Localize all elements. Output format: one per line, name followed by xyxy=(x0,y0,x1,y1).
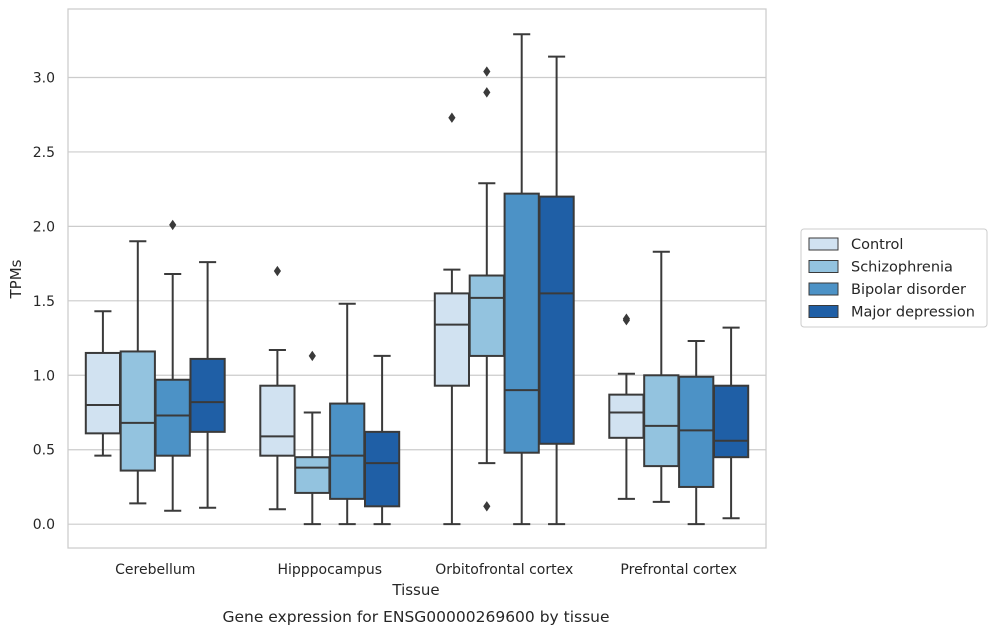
box-control-orbitofrontal-cortex-flier-0 xyxy=(448,112,456,123)
box-bipolar-disorder-cerebellum xyxy=(154,219,191,512)
box-schizophrenia-prefrontal-cortex-iqr xyxy=(643,374,680,468)
box-major-depression-hipppocampus-iqr xyxy=(363,430,401,508)
box-bipolar-disorder-cerebellum-flier-0 xyxy=(169,219,177,231)
x-tick-label-prefrontal-cortex: Prefrontal cortex xyxy=(620,562,737,578)
box-control-prefrontal-cortex-iqr xyxy=(608,393,645,439)
box-control-hipppocampus xyxy=(259,265,296,511)
box-major-depression-prefrontal-cortex-iqr xyxy=(712,384,750,459)
box-schizophrenia-orbitofrontal-cortex-flier-2 xyxy=(483,66,491,77)
box-major-depression-cerebellum xyxy=(189,261,226,509)
x-tick-labels: Cerebellum Hipppocampus Orbitofrontal cort… xyxy=(115,562,737,578)
box-control-cerebellum-iqr xyxy=(84,351,122,435)
box-control-prefrontal-cortex-flier-1 xyxy=(622,313,630,324)
boxes xyxy=(84,33,750,526)
box-schizophrenia-prefrontal-cortex xyxy=(643,250,680,503)
legend: Control Schizophrenia Bipolar disorder Majo… xyxy=(800,228,988,328)
box-schizophrenia-cerebellum xyxy=(119,240,156,505)
box-major-depression-cerebellum-iqr xyxy=(189,357,226,433)
box-major-depression-orbitofrontal-cortex-iqr xyxy=(538,195,575,445)
y-tick-label-1: 0.5 xyxy=(33,443,55,459)
legend-swatch-bipolar-disorder xyxy=(808,282,839,296)
x-tick-label-orbitofrontal-cortex: Orbitofrontal cortex xyxy=(435,562,573,578)
box-control-orbitofrontal-cortex-iqr xyxy=(433,292,471,387)
y-tick-label-6: 3.0 xyxy=(33,70,55,86)
y-axis-title: TPMs xyxy=(7,259,25,299)
x-tick-label-cerebellum: Cerebellum xyxy=(115,562,195,578)
legend-swatch-schizophrenia xyxy=(808,260,839,273)
y-tick-label-4: 2.0 xyxy=(33,219,55,235)
box-bipolar-disorder-hipppocampus xyxy=(329,302,366,526)
box-schizophrenia-orbitofrontal-cortex-iqr xyxy=(468,274,505,357)
box-schizophrenia-hipppocampus-flier-0 xyxy=(308,350,316,362)
y-tick-label-2: 1.0 xyxy=(33,368,55,384)
y-tick-labels: 0.0 0.5 1.0 1.5 2.0 2.5 3.0 xyxy=(33,70,55,533)
box-bipolar-disorder-prefrontal-cortex-iqr xyxy=(678,375,715,488)
legend-label-control: Control xyxy=(851,237,903,253)
y-tick-label-3: 1.5 xyxy=(33,294,55,310)
box-schizophrenia-orbitofrontal-cortex-flier-1 xyxy=(483,87,491,98)
legend-frame xyxy=(800,228,988,328)
box-major-depression-orbitofrontal-cortex xyxy=(538,55,575,526)
box-schizophrenia-cerebellum-iqr xyxy=(119,350,156,472)
box-schizophrenia-orbitofrontal-cortex-flier-0 xyxy=(483,501,491,512)
legend-swatch-control xyxy=(808,237,839,251)
box-bipolar-disorder-orbitofrontal-cortex-iqr xyxy=(503,192,540,454)
box-bipolar-disorder-cerebellum-iqr xyxy=(154,378,191,457)
x-axis-title: Tissue xyxy=(391,581,439,599)
box-bipolar-disorder-hipppocampus-iqr xyxy=(329,402,366,500)
box-control-hipppocampus-flier-0 xyxy=(273,265,281,277)
box-bipolar-disorder-orbitofrontal-cortex xyxy=(503,33,540,526)
y-tick-label-0: 0.0 xyxy=(33,517,55,533)
legend-swatch-major-depression xyxy=(808,305,839,318)
box-control-orbitofrontal-cortex xyxy=(433,112,471,526)
box-schizophrenia-orbitofrontal-cortex xyxy=(468,66,505,512)
legend-label-schizophrenia: Schizophrenia xyxy=(851,260,953,276)
box-control-prefrontal-cortex xyxy=(608,313,645,500)
x-tick-label-hipppocampus: Hipppocampus xyxy=(277,562,382,578)
plot-frame xyxy=(67,8,767,549)
box-control-hipppocampus-iqr xyxy=(259,384,296,457)
box-major-depression-hipppocampus xyxy=(363,354,401,526)
box-schizophrenia-hipppocampus-iqr xyxy=(294,456,331,494)
legend-label-bipolar-disorder: Bipolar disorder xyxy=(851,282,966,298)
chart-caption: Gene expression for ENSG00000269600 by t… xyxy=(222,608,609,626)
box-control-cerebellum xyxy=(84,310,122,457)
legend-label-major-depression: Major depression xyxy=(851,305,975,321)
box-bipolar-disorder-prefrontal-cortex xyxy=(678,340,715,526)
box-schizophrenia-hipppocampus xyxy=(294,350,331,526)
legend-items: Control Schizophrenia Bipolar disorder Majo… xyxy=(808,237,975,321)
y-tick-label-5: 2.5 xyxy=(33,145,55,161)
box-major-depression-prefrontal-cortex xyxy=(712,326,750,520)
